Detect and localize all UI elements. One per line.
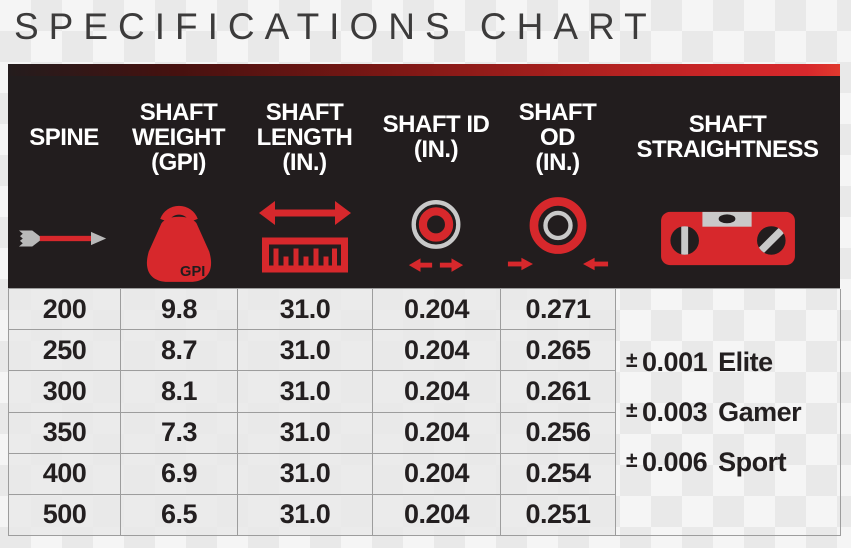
arrow-icon — [8, 188, 120, 288]
column-header-shaft-od: SHAFT OD (IN.) — [518, 98, 597, 176]
table-cell-id: 0.204 — [373, 412, 501, 454]
header-grid: SPINE SHAFT WEIGHT (GPI) SHAFT LENGTH (I… — [8, 76, 840, 288]
straightness-grade: Elite — [718, 346, 773, 377]
table-cell-spine: 300 — [9, 371, 121, 413]
table-cell-od: 0.251 — [501, 494, 616, 536]
column-header-shaft-id: SHAFT ID (IN.) — [382, 111, 490, 163]
table-cell-id: 0.204 — [373, 330, 501, 372]
table-cell-od: 0.256 — [501, 412, 616, 454]
table-cell-spine: 200 — [9, 289, 121, 331]
inner-diameter-icon — [372, 188, 500, 288]
specifications-table: 200 9.8 31.0 0.204 0.271 ±0.001 Elite ±0.… — [8, 288, 841, 536]
table-cell-od: 0.265 — [501, 330, 616, 372]
table-cell-id: 0.204 — [373, 371, 501, 413]
table-cell-id: 0.204 — [373, 494, 501, 536]
table-cell-weight: 8.7 — [121, 330, 238, 372]
weight-icon: GPI — [120, 188, 237, 288]
plus-minus-symbol: ± — [626, 448, 638, 472]
table-cell-spine: 500 — [9, 494, 121, 536]
table-cell-id: 0.204 — [373, 289, 501, 331]
table-cell-weight: 6.5 — [121, 494, 238, 536]
table-cell-spine: 400 — [9, 453, 121, 495]
table-cell-spine: 250 — [9, 330, 121, 372]
ruler-icon — [237, 188, 372, 288]
column-header-shaft-straightness: SHAFT STRAIGHTNESS — [636, 111, 819, 163]
straightness-value: 0.003 — [642, 396, 708, 427]
table-cell-length: 31.0 — [238, 453, 373, 495]
straightness-value: 0.006 — [642, 446, 708, 477]
red-accent-bar — [8, 64, 840, 76]
plus-minus-symbol: ± — [626, 348, 638, 372]
straightness-grade: Sport — [718, 446, 787, 477]
table-cell-id: 0.204 — [373, 453, 501, 495]
straightness-value: 0.001 — [642, 346, 708, 377]
column-header-shaft-length: SHAFT LENGTH (IN.) — [256, 98, 353, 176]
table-cell-weight: 8.1 — [121, 371, 238, 413]
straightness-grade: Gamer — [718, 396, 802, 427]
table-cell-length: 31.0 — [238, 494, 373, 536]
straightness-elite: ±0.001 Elite — [626, 347, 840, 378]
table-cell-od: 0.261 — [501, 371, 616, 413]
table-cell-length: 31.0 — [238, 412, 373, 454]
straightness-gamer: ±0.003 Gamer — [626, 397, 840, 428]
straightness-merged-cell: ±0.001 Elite ±0.003 Gamer ±0.006 Sport — [616, 289, 841, 536]
table-cell-length: 31.0 — [238, 371, 373, 413]
straightness-sport: ±0.006 Sport — [626, 447, 840, 478]
table-cell-spine: 350 — [9, 412, 121, 454]
outer-diameter-icon — [500, 188, 615, 288]
table-cell-od: 0.271 — [501, 289, 616, 331]
table-cell-weight: 7.3 — [121, 412, 238, 454]
table-cell-od: 0.254 — [501, 453, 616, 495]
level-icon — [615, 188, 840, 288]
table-cell-weight: 9.8 — [121, 289, 238, 331]
weight-icon-label: GPI — [180, 264, 205, 280]
table-cell-length: 31.0 — [238, 289, 373, 331]
column-header-spine: SPINE — [29, 123, 99, 151]
page-title: SPECIFICATIONS CHART — [14, 6, 657, 47]
column-header-shaft-weight: SHAFT WEIGHT (GPI) — [132, 98, 226, 176]
table-cell-weight: 6.9 — [121, 453, 238, 495]
table-cell-length: 31.0 — [238, 330, 373, 372]
plus-minus-symbol: ± — [626, 398, 638, 422]
table-header-panel: SPINE SHAFT WEIGHT (GPI) SHAFT LENGTH (I… — [8, 64, 840, 288]
